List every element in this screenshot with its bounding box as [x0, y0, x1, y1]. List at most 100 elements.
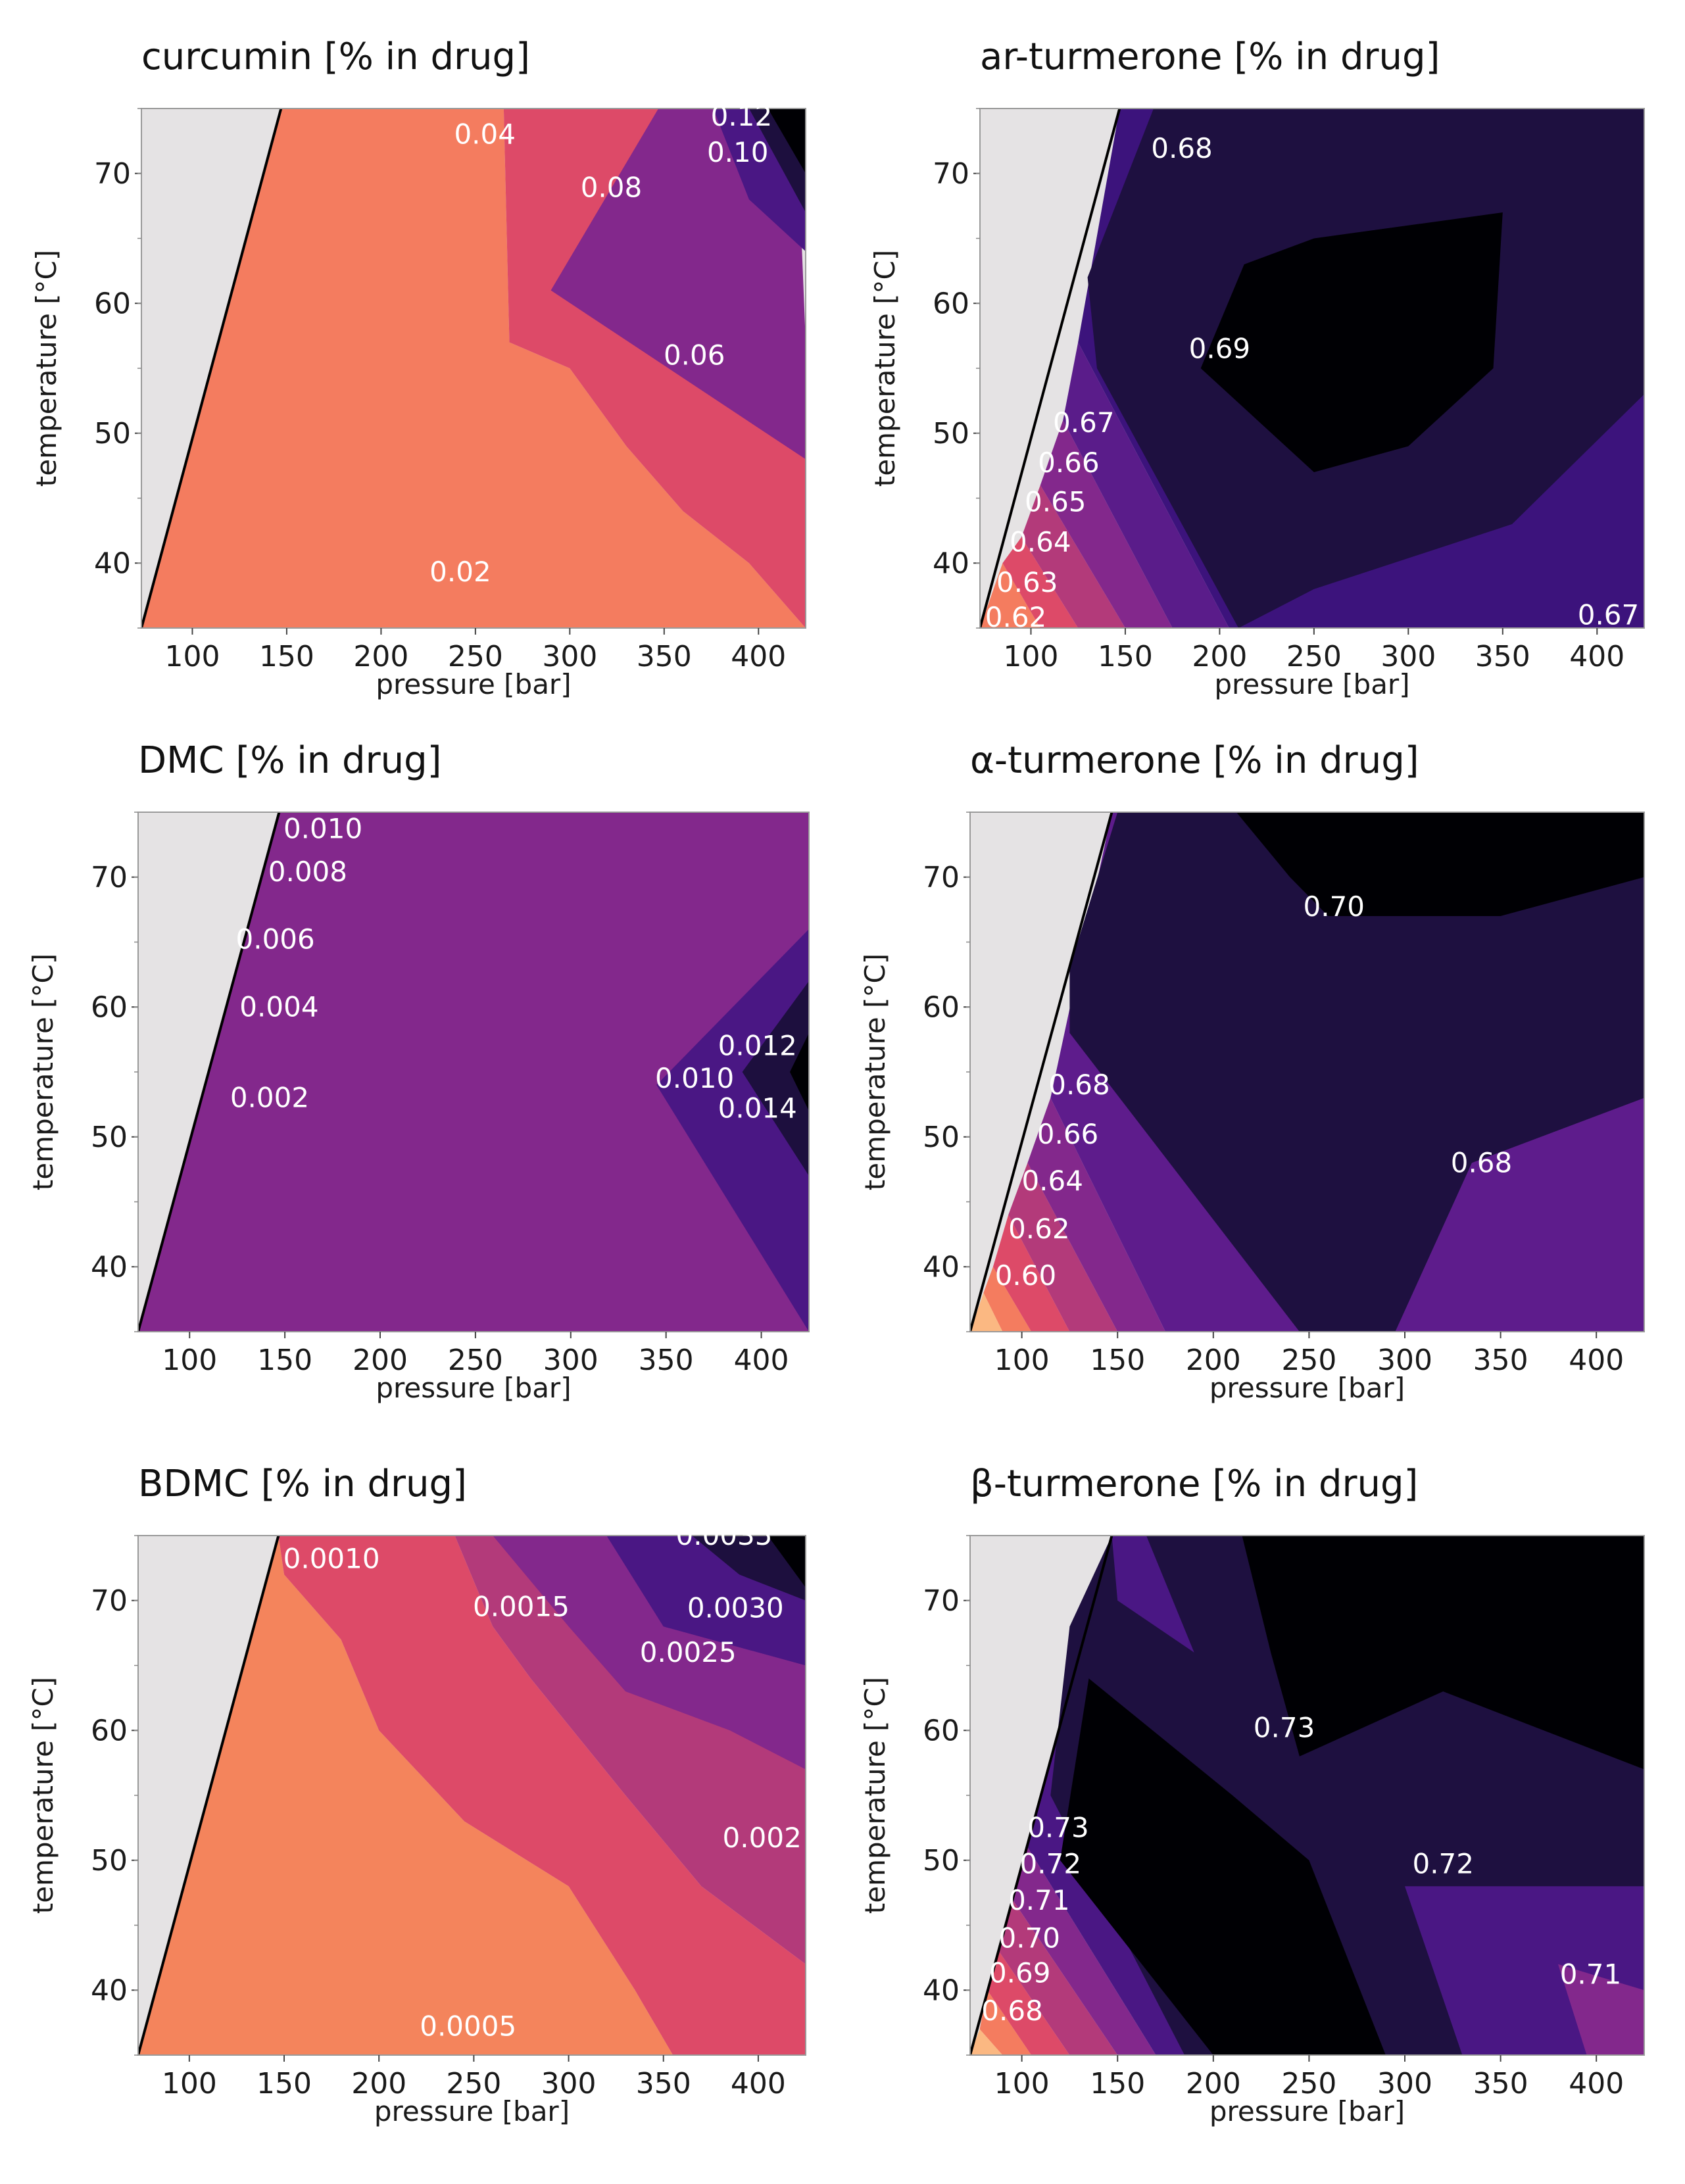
feasibility-boundary [138, 812, 281, 1332]
x-tick-label: 150 [257, 1344, 312, 1377]
x-tick-label: 200 [351, 2067, 406, 2100]
x-tick-label: 250 [1281, 1344, 1336, 1377]
chart-panel-3: 0.0020.0040.0060.0080.0100.0100.0120.014… [27, 739, 810, 1404]
contour-band-1 [983, 1267, 1032, 1332]
x-tick-label: 150 [1098, 640, 1153, 673]
contour-label: 0.62 [985, 601, 1047, 633]
y-tick-label: 50 [91, 1121, 128, 1154]
contour-label: 0.72 [1020, 1848, 1082, 1880]
chart-panel-1: 0.02 0.04 0.06 0.08 0.10 0.12 100 150 200 250 300 3… [30, 36, 806, 700]
y-tick-label: 60 [94, 287, 131, 320]
contour-label: 0.62 [1008, 1213, 1070, 1245]
contour-label: 0.60 [995, 1259, 1057, 1292]
contour-band-3 [1040, 420, 1173, 628]
contour-label: 0.0005 [420, 2010, 516, 2043]
contour-band-7 [790, 1032, 809, 1111]
feasibility-boundary [138, 1536, 280, 2055]
x-tick-label: 250 [1281, 2067, 1336, 2100]
contour-label: 0.68 [981, 1995, 1043, 2027]
contour-band-4 [550, 109, 806, 460]
contour-label: 0.0015 [473, 1591, 570, 1623]
contour-label: 0.004 [239, 990, 318, 1023]
y-axis-label: temperature [°C] [869, 250, 901, 487]
contour-band-11 [1111, 1536, 1194, 1653]
chart-title: β-turmerone [% in drug] [970, 1463, 1418, 1505]
chart-panel-5: 0.0005 0.0010 0.0015 0.002 0.0025 0.0030 0.003… [27, 1463, 806, 2127]
contour-label: 0.04 [454, 118, 516, 151]
x-tick-label: 300 [542, 640, 597, 673]
plot-area [970, 812, 1644, 1332]
y-tick-label: 70 [91, 1584, 128, 1618]
x-axis-label: pressure [bar] [374, 2095, 570, 2127]
x-tick-label: 400 [1569, 1344, 1624, 1377]
contour-label: 0.70 [1304, 890, 1365, 923]
contour-label: 0.010 [283, 813, 362, 845]
x-tick-label: 350 [636, 2067, 691, 2100]
chart-title: α-turmerone [% in drug] [970, 739, 1419, 782]
y-axis-label: temperature [°C] [30, 250, 62, 487]
contour-label: 0.0030 [687, 1592, 784, 1624]
contour-label: 0.0035 [676, 1519, 773, 1551]
contour-band-5 [656, 929, 809, 1332]
x-tick-label: 350 [1475, 640, 1530, 673]
x-tick-label: 100 [162, 1344, 217, 1377]
chart-title: ar-turmerone [% in drug] [980, 36, 1440, 78]
contour-label: 0.008 [268, 856, 347, 888]
y-axis-label: temperature [°C] [859, 954, 891, 1190]
contour-label: 0.002 [723, 1822, 802, 1854]
y-tick-label: 70 [933, 157, 969, 191]
contour-band-2 [1021, 485, 1125, 628]
contour-label: 0.68 [1048, 1069, 1110, 1101]
chart-panel-4: 0.60 0.62 0.64 0.66 0.68 0.70 0.68 100 150 200 250… [859, 739, 1645, 1404]
contour-label: 0.71 [1008, 1884, 1070, 1916]
contour-label: 0.012 [718, 1030, 797, 1062]
contour-band-7 [1200, 212, 1503, 472]
contour-label: 0.002 [230, 1082, 309, 1114]
y-tick-label: 40 [91, 1250, 128, 1284]
y-axis-label: temperature [°C] [27, 954, 59, 1190]
contour-label: 0.08 [581, 171, 643, 203]
x-tick-label: 350 [639, 1344, 694, 1377]
contour-band-7 [1236, 812, 1644, 916]
x-tick-label: 200 [1186, 2067, 1241, 2100]
y-axis-label: temperature [°C] [27, 1677, 59, 1914]
x-tick-label: 150 [1090, 2067, 1145, 2100]
x-tick-label: 300 [1377, 2067, 1432, 2100]
contour-band-2 [992, 1215, 1070, 1332]
x-axis-label: pressure [bar] [1214, 668, 1409, 700]
contour-band-4 [1027, 1098, 1165, 1332]
x-tick-label: 250 [446, 2067, 501, 2100]
x-tick-label: 100 [164, 640, 220, 673]
x-axis-label: pressure [bar] [376, 668, 571, 700]
x-axis-label: pressure [bar] [1209, 1372, 1405, 1404]
x-tick-label: 200 [1192, 640, 1247, 673]
contour-band-10 [1558, 1964, 1644, 2055]
contour-label: 0.67 [1053, 406, 1115, 439]
x-tick-label: 300 [1377, 1344, 1432, 1377]
feasibility-boundary [141, 109, 283, 628]
contour-label: 0.014 [718, 1092, 797, 1124]
x-tick-label: 100 [994, 1344, 1050, 1377]
y-tick-label: 60 [91, 990, 128, 1024]
contour-band-1 [138, 1536, 673, 2055]
y-tick-label: 50 [923, 1844, 960, 1878]
y-tick-label: 70 [923, 861, 960, 894]
contour-band-4 [138, 812, 809, 1332]
plot-area [970, 1536, 1644, 2055]
x-tick-label: 350 [1473, 1344, 1528, 1377]
feasibility-boundary [970, 1536, 1113, 2055]
x-tick-label: 300 [541, 2067, 597, 2100]
contour-label: 0.06 [664, 339, 725, 371]
contour-band-6 [1069, 812, 1644, 1332]
x-axis-label: pressure [bar] [1209, 2095, 1405, 2127]
contour-label: 0.006 [236, 923, 315, 956]
contour-band-7 [768, 1536, 806, 1588]
contour-label: 0.66 [1037, 1118, 1099, 1150]
x-tick-label: 400 [731, 2067, 786, 2100]
contour-label: 0.02 [429, 556, 491, 588]
contour-label: 0.69 [989, 1957, 1051, 1989]
contour-band-0 [980, 563, 1040, 628]
x-tick-label: 400 [1569, 2067, 1624, 2100]
y-tick-label: 50 [933, 417, 969, 450]
contour-label: 0.70 [999, 1922, 1061, 1954]
